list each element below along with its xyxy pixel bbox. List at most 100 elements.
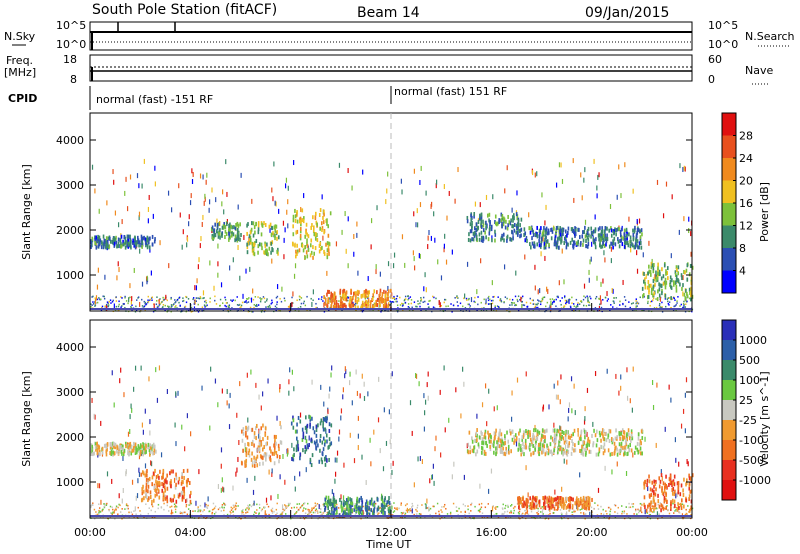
power-echo-pixel — [295, 254, 297, 259]
power-pixel — [166, 299, 169, 302]
velocity-echo-pixel — [370, 508, 373, 513]
power-echo-pixel — [494, 232, 497, 237]
power-echo-pixel — [91, 243, 93, 248]
velocity-echo-pixel — [145, 449, 147, 454]
power-echo-pixel — [601, 236, 604, 241]
velocity-echo-pixel — [376, 497, 379, 502]
power-echo-pixel — [584, 234, 587, 239]
velocity-pixel — [302, 509, 305, 512]
velocity-pixel — [120, 367, 122, 373]
power-echo-pixel — [559, 237, 561, 242]
power-echo-pixel — [323, 251, 326, 256]
power-echo-pixel — [664, 277, 667, 282]
velocity-pixel — [211, 511, 214, 514]
velocity-pixel — [573, 383, 575, 389]
velocity-echo-pixel — [131, 448, 133, 453]
power-pixel — [432, 306, 435, 309]
power-pixel — [178, 296, 181, 299]
velocity-echo-pixel — [242, 431, 245, 436]
velocity-echo-pixel — [345, 498, 348, 503]
velocity-pixel — [340, 408, 343, 414]
velocity-echo-pixel — [324, 427, 327, 432]
velocity-pixel — [210, 366, 212, 372]
power-pixel — [555, 182, 558, 188]
velocity-pixel — [134, 506, 136, 512]
velocity-pixel — [582, 512, 585, 514]
velocity-pixel — [288, 504, 290, 506]
velocity-echo-pixel — [157, 473, 159, 478]
velocity-echo-pixel — [614, 446, 616, 451]
power-pixel — [254, 296, 257, 298]
velocity-pixel — [551, 436, 554, 442]
power-pixel — [216, 218, 218, 224]
velocity-pixel — [617, 506, 619, 509]
power-echo-pixel — [301, 218, 304, 223]
power-pixel — [435, 297, 437, 300]
power-echo-pixel — [116, 244, 118, 249]
velocity-pixel — [293, 506, 295, 509]
power-pixel — [203, 297, 205, 299]
power-echo-pixel — [373, 303, 376, 308]
power-pixel — [565, 299, 568, 302]
velocity-pixel — [639, 502, 642, 505]
velocity-echo-pixel — [564, 450, 566, 455]
velocity-pixel — [565, 511, 568, 517]
power-echo-pixel — [124, 240, 127, 245]
power-echo-pixel — [488, 231, 491, 236]
power-pixel — [282, 220, 285, 226]
power-echo-pixel — [248, 241, 250, 246]
velocity-pixel — [139, 510, 141, 512]
power-echo-pixel — [666, 271, 669, 276]
velocity-pixel — [319, 507, 322, 510]
power-pixel — [587, 301, 589, 303]
velocity-pixel — [537, 510, 540, 513]
power-echo-pixel — [625, 227, 628, 232]
velocity-echo-pixel — [296, 429, 298, 434]
power-echo-pixel — [302, 248, 305, 253]
power-pixel — [205, 299, 207, 302]
power-pixel — [567, 299, 570, 302]
power-echo-pixel — [117, 237, 120, 242]
power-pixel — [569, 305, 572, 308]
power-echo-pixel — [664, 285, 667, 290]
power-pixel — [310, 297, 312, 300]
velocity-pixel — [349, 371, 351, 377]
power-pixel — [247, 301, 250, 303]
velocity-pixel — [649, 517, 652, 520]
power-pixel — [357, 270, 359, 276]
power-echo-pixel — [469, 222, 472, 227]
velocity-pixel — [502, 514, 504, 516]
velocity-pixel — [690, 508, 692, 511]
velocity-pixel — [299, 471, 301, 477]
velocity-echo-pixel — [295, 448, 298, 453]
velocity-echo-pixel — [151, 499, 153, 504]
power-echo-pixel — [681, 286, 683, 291]
power-pixel — [300, 302, 303, 305]
power-pixel — [136, 173, 139, 179]
velocity-pixel — [353, 458, 356, 464]
power-pixel — [535, 306, 537, 309]
velocity-pixel — [213, 507, 216, 509]
velocity-pixel — [138, 471, 141, 477]
power-echo-pixel — [478, 216, 481, 221]
velocity-echo-pixel — [315, 446, 318, 451]
velocity-pixel — [567, 416, 569, 422]
power-echo-pixel — [129, 234, 131, 239]
velocity-echo-pixel — [564, 433, 567, 438]
velocity-echo-pixel — [322, 447, 325, 452]
power-echo-pixel — [511, 230, 514, 235]
power-pixel — [673, 305, 675, 308]
power-pixel — [353, 295, 355, 298]
velocity-echo-pixel — [245, 458, 248, 463]
power-pixel — [201, 306, 204, 309]
power-echo-pixel — [350, 304, 353, 309]
power-echo-pixel — [153, 239, 156, 244]
power-echo-pixel — [623, 228, 626, 233]
velocity-pixel — [568, 402, 571, 408]
power-pixel — [121, 305, 123, 307]
velocity-echo-pixel — [255, 426, 257, 431]
velocity-pixel — [404, 516, 406, 519]
power-echo-pixel — [544, 228, 547, 233]
velocity-echo-pixel — [256, 454, 259, 459]
power-echo-pixel — [296, 243, 298, 248]
